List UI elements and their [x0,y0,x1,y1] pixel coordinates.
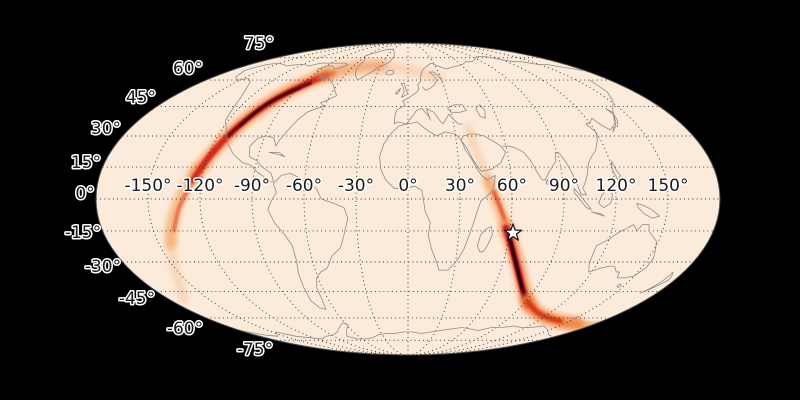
coastline [393,56,583,125]
latitude-label: -30° [85,257,121,277]
coastline [354,48,395,81]
coastline [598,187,613,208]
longitude-label: 30° [445,176,475,196]
band-segment [239,87,301,127]
coastline [447,104,467,113]
longitude-label: -120° [176,176,223,196]
coastline [460,133,506,172]
event-star-marker [503,223,523,241]
coastline [267,173,349,310]
latitude-label: 60° [173,59,203,79]
tick-labels: 75°60°45°30°15°0°-15°-30°-45°-60°-75°-15… [63,33,690,362]
latitude-label: 45° [126,88,156,108]
coastline [225,62,349,183]
coastline [394,88,402,95]
coastline [400,83,409,98]
longitude-label: -30° [338,176,374,196]
coastline [385,70,394,76]
coastline [605,108,619,133]
coastline [240,322,553,340]
coastline [475,104,486,119]
longitude-label: 0° [398,176,417,196]
longitude-label: 90° [549,176,579,196]
coastline [268,152,285,157]
coastline [588,224,657,279]
meridian-line [303,43,513,355]
coastline [636,202,660,219]
longitude-label: 60° [497,176,527,196]
band-segment [509,241,527,298]
latitude-label: 0° [75,184,94,204]
coastline [573,188,592,211]
band-segment [374,62,444,82]
meridian-line [251,43,565,355]
longitude-label: -90° [234,176,270,196]
map-outline [95,42,721,356]
coastline [379,121,496,271]
coastline [502,79,616,196]
band-segment [525,299,563,324]
coastline [610,160,621,181]
coastline [639,271,674,294]
longitude-label: -60° [286,176,322,196]
coastline [422,71,443,91]
meridian-line [147,43,669,355]
band-segment [645,296,667,312]
longitude-label: 150° [648,176,689,196]
coastline [477,226,493,253]
meridian-line [199,43,617,355]
longitude-label: -150° [124,176,171,196]
coastline [545,179,550,185]
latitude-label: 75° [244,34,274,54]
latitude-label: 30° [91,119,121,139]
latitude-label: -60° [167,319,203,339]
coastline [590,211,605,217]
latitude-label: -45° [119,289,155,309]
latitude-label: 15° [71,153,101,173]
latitude-label: -15° [65,223,101,243]
meridian-line [355,43,461,355]
coastlines [225,48,674,340]
longitude-label: 120° [596,176,637,196]
coastline [394,108,463,125]
latitude-label: -75° [237,340,273,360]
coastline [616,283,622,288]
